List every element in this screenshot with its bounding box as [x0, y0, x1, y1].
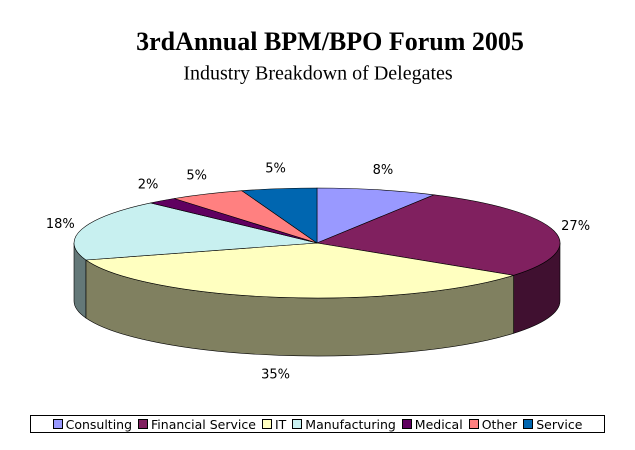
legend-swatch [261, 419, 272, 429]
data-label: 5% [265, 161, 286, 176]
legend-item: Medical [401, 416, 463, 432]
legend-item: Manufacturing [292, 417, 396, 432]
slice [73, 202, 318, 261]
slice [316, 187, 436, 244]
data-label: 2% [138, 178, 159, 193]
legend-item: Financial Service [138, 417, 256, 432]
data-label: 18% [46, 217, 75, 232]
chart-subtitle: Industry Breakdown of Delegates [183, 63, 453, 85]
legend-item: IT [261, 416, 287, 432]
chart-title: 3rdAnnual BPM/BPO Forum 2005 [136, 27, 524, 56]
slice [241, 187, 318, 244]
legend-swatch [468, 419, 479, 429]
legend: Consulting Financial Service IT Manufacturi… [30, 415, 605, 433]
legend-swatch [52, 419, 63, 429]
legend-label: IT [274, 416, 287, 432]
legend-label: Consulting [65, 416, 133, 432]
legend-label: Medical [414, 416, 463, 432]
data-label: 27% [561, 219, 590, 234]
slice [315, 194, 561, 276]
legend-label: Financial Service [151, 416, 256, 432]
legend-label: Manufacturing [305, 416, 396, 432]
legend-label: Other [481, 416, 518, 432]
legend-swatch [523, 419, 534, 429]
legend-swatch [401, 419, 412, 429]
legend-swatch [138, 419, 149, 429]
data-label: 8% [373, 163, 394, 178]
legend-label: Service [536, 416, 583, 432]
legend-item: Service [523, 417, 582, 432]
slice [85, 242, 514, 299]
data-label: 35% [261, 368, 290, 383]
legend-item: Consulting [52, 416, 133, 432]
legend-swatch [292, 419, 303, 429]
data-label: 5% [186, 169, 207, 184]
legend-item: Other [468, 416, 518, 432]
